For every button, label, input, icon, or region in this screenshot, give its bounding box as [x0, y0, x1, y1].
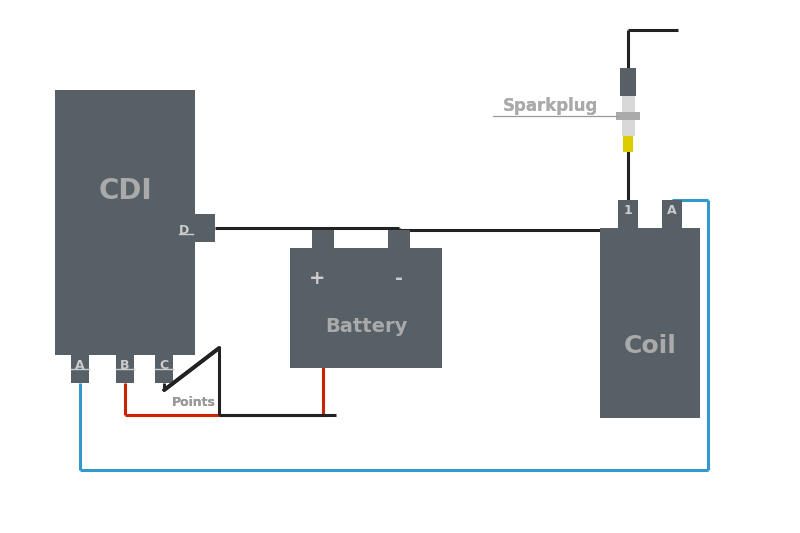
- Bar: [71, 355, 90, 383]
- Bar: [620, 68, 636, 96]
- Bar: [116, 355, 134, 383]
- Bar: [600, 228, 700, 418]
- Bar: [389, 230, 410, 248]
- Text: Battery: Battery: [325, 317, 407, 335]
- Bar: [290, 248, 442, 368]
- Bar: [195, 214, 215, 242]
- Bar: [155, 355, 173, 383]
- Bar: [71, 355, 90, 383]
- Bar: [313, 230, 334, 248]
- Text: Coil: Coil: [623, 334, 677, 358]
- Bar: [623, 136, 633, 152]
- Text: CDI: CDI: [98, 177, 152, 205]
- Text: D: D: [178, 224, 189, 237]
- Text: 1: 1: [624, 204, 632, 217]
- Text: -: -: [395, 269, 403, 287]
- Text: C: C: [160, 359, 169, 372]
- Text: A: A: [667, 204, 677, 217]
- Text: B: B: [120, 359, 130, 372]
- Text: +: +: [309, 269, 326, 287]
- Text: Points: Points: [172, 396, 216, 409]
- Bar: [620, 68, 636, 96]
- Bar: [313, 230, 334, 248]
- Text: CDI: CDI: [98, 177, 152, 205]
- Bar: [618, 200, 638, 228]
- Bar: [662, 200, 682, 228]
- Text: D: D: [178, 224, 189, 237]
- Text: -: -: [395, 269, 403, 287]
- Text: C: C: [160, 359, 169, 372]
- Bar: [600, 228, 700, 418]
- Text: +: +: [309, 269, 326, 287]
- Text: A: A: [667, 204, 677, 217]
- Bar: [55, 90, 195, 355]
- Text: B: B: [120, 359, 130, 372]
- Text: Coil: Coil: [623, 334, 677, 358]
- Bar: [622, 96, 634, 136]
- Bar: [389, 230, 410, 248]
- Text: Battery: Battery: [325, 317, 407, 335]
- Bar: [616, 112, 640, 120]
- Bar: [616, 112, 640, 120]
- Bar: [55, 90, 195, 355]
- Bar: [622, 96, 634, 136]
- Text: 1: 1: [624, 204, 632, 217]
- Bar: [623, 136, 633, 152]
- Text: A: A: [75, 359, 85, 372]
- Text: Sparkplug: Sparkplug: [502, 97, 598, 115]
- Bar: [155, 355, 173, 383]
- Bar: [195, 214, 215, 242]
- Text: Points: Points: [172, 396, 216, 409]
- Bar: [290, 248, 442, 368]
- Bar: [662, 200, 682, 228]
- Text: Sparkplug: Sparkplug: [502, 97, 598, 115]
- Bar: [618, 200, 638, 228]
- Text: A: A: [75, 359, 85, 372]
- Bar: [116, 355, 134, 383]
